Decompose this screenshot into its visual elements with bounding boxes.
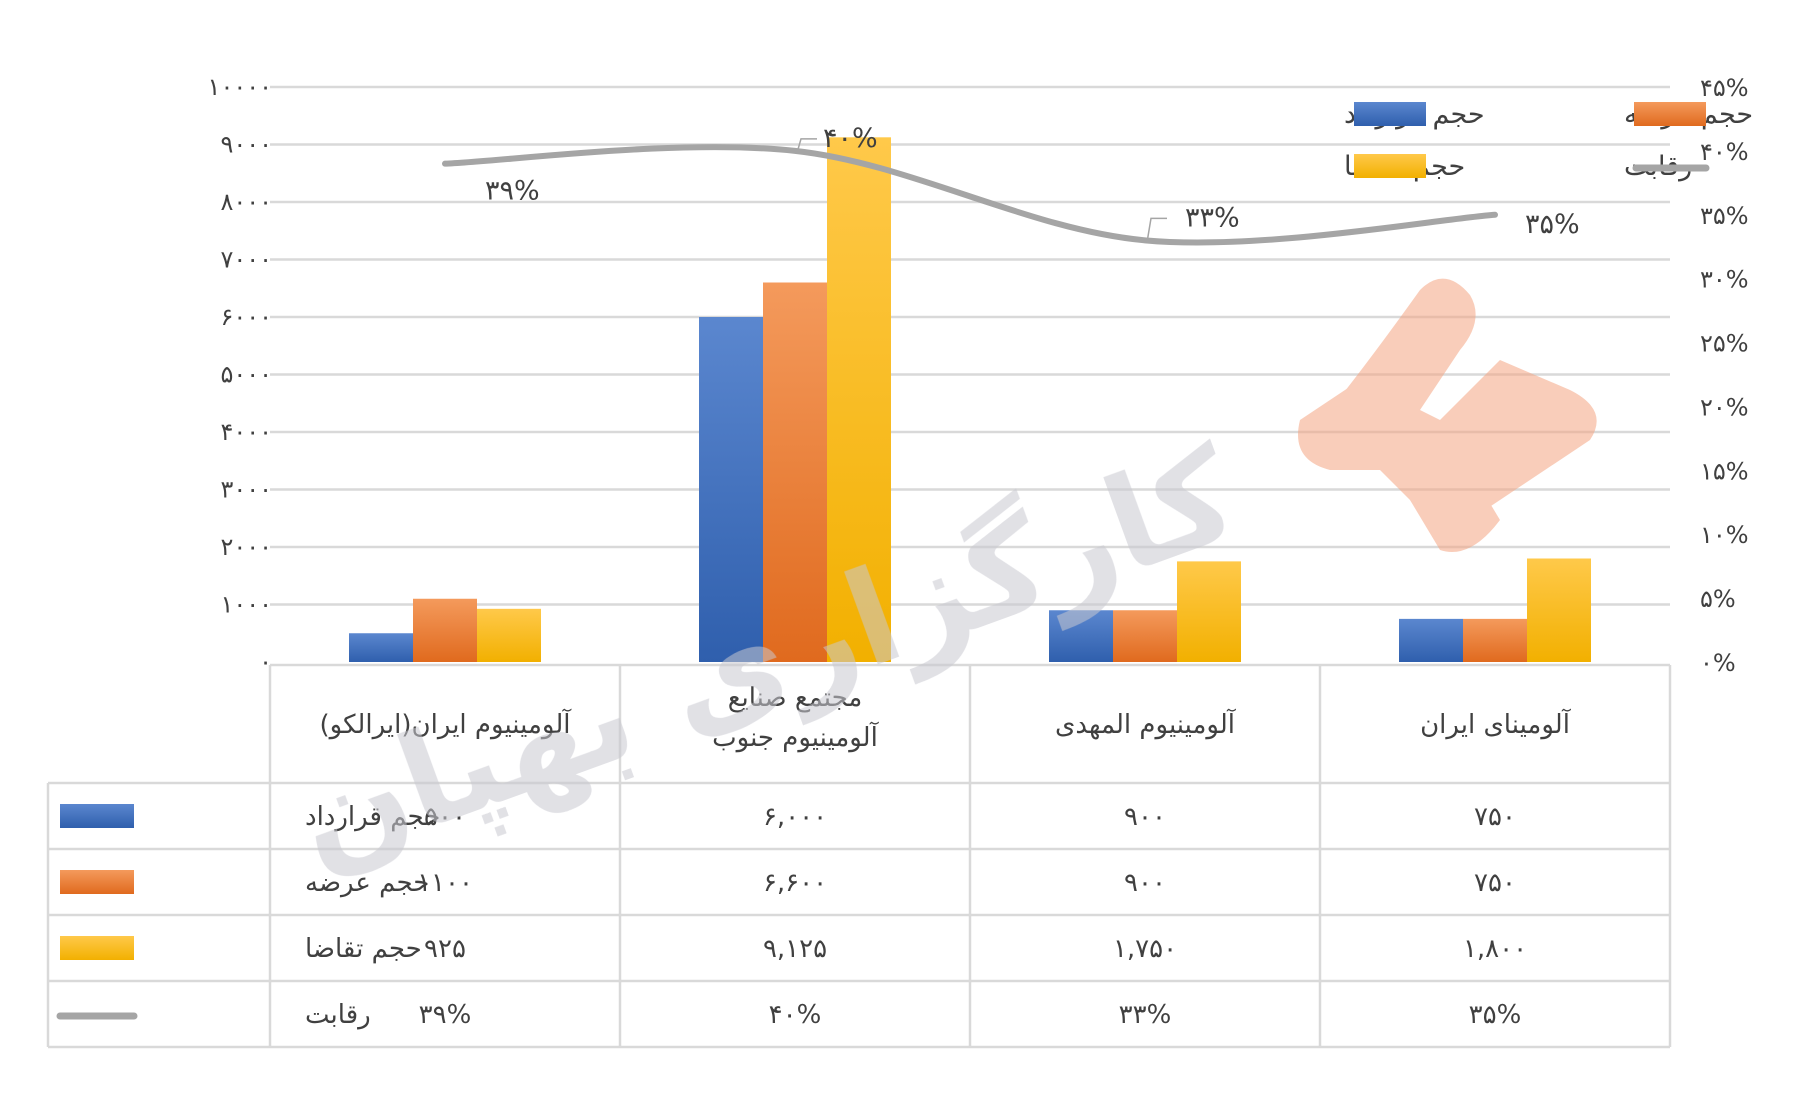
table-cell: ۵۰۰ [424,802,466,832]
bar [1399,618,1463,662]
bar [1527,558,1591,662]
y-right-tick-label: ۴۵% [1700,74,1749,102]
y-left-tick-label: ۴۰۰۰ [220,418,272,446]
bar [1049,610,1113,662]
gridlines [270,85,1670,606]
bar [1177,561,1241,662]
y-right-tick-label: ۳۰% [1700,266,1749,294]
watermark-logo-shape [1298,360,1597,525]
y-left-tick-label: ۳۰۰۰ [220,476,272,504]
table-cell: ۳۹% [419,1000,472,1030]
table-cell: ۹۲۵ [424,934,466,964]
table-legend-key [60,936,134,960]
bar [699,317,763,662]
point-label: ۴۰% [823,123,878,154]
point-label-leader [796,138,817,154]
y-right-tick-label: ۰% [1700,649,1736,677]
y-left-tick-label: ۶۰۰۰ [220,303,272,331]
legend-key [1354,102,1426,126]
y-left-tick-label: ۱۰۰۰۰ [208,73,272,101]
table-cell: ۱,۷۵۰ [1113,934,1177,964]
table-cell: ۴۰% [769,1000,822,1030]
point-label-leader [1146,217,1167,243]
axes: ۰۱۰۰۰۲۰۰۰۳۰۰۰۴۰۰۰۵۰۰۰۶۰۰۰۷۰۰۰۸۰۰۰۹۰۰۰۱۰۰… [208,73,1749,677]
table-cell: ۷۵۰ [1474,802,1516,832]
y-right-tick-label: ۲۰% [1700,393,1749,421]
bar [413,598,477,662]
category-label: آلومینیوم ایران(ایرالکو) [320,708,573,740]
table-cell: ۹۰۰ [1124,868,1166,898]
category-label: آلومینیوم المهدی [1055,708,1237,740]
table-cell: ۹۰۰ [1124,802,1166,832]
table-cell: ۶,۰۰۰ [763,802,827,832]
bar [1113,610,1177,662]
point-label: ۳۳% [1185,202,1240,233]
legend-key [1634,102,1706,126]
category-label: آلومینیوم جنوب [712,721,879,753]
y-left-tick-label: ۷۰۰۰ [220,246,272,274]
table-cell: ۹,۱۲۵ [763,934,827,964]
y-left-tick-label: ۵۰۰۰ [220,361,272,389]
point-label: ۳۹% [485,176,540,207]
bar [349,633,413,662]
y-right-tick-label: ۳۵% [1700,202,1749,230]
line-series-rivalry [442,144,1498,246]
watermark-logo-shape [1410,470,1500,552]
competition-line: ۳۹% ۴۰% ۳۳% ۳۵% [442,123,1580,246]
bar [1463,618,1527,662]
data-table: آلومینیوم ایران(ایرالکو) مجتمع صنایع آلومی… [46,663,1672,1049]
table-series-name: حجم عرضه [305,868,429,898]
bar [477,608,541,662]
category-label: آلومینای ایران [1420,708,1572,740]
legend: حجم قراردادحجم عرضهحجم تقاضارقابت [1344,99,1753,182]
table-cell: ۱۱۰۰ [417,868,473,898]
point-label: ۳۵% [1525,209,1580,240]
table-legend-key [60,870,134,894]
y-right-tick-label: ۱۵% [1700,457,1749,485]
table-series-name: حجم قرارداد [305,802,440,832]
y-right-tick-label: ۵% [1700,585,1736,613]
table-cell: ۶,۶۰۰ [763,868,827,898]
table-cell: ۷۵۰ [1474,868,1516,898]
table-cell: ۱,۸۰۰ [1463,934,1527,964]
legend-key [1354,154,1426,178]
category-label: مجتمع صنایع [728,683,863,713]
y-left-tick-label: ۱۰۰۰ [220,591,272,619]
y-right-tick-label: ۲۵% [1700,330,1749,358]
y-left-tick-label: ۹۰۰۰ [220,131,272,159]
watermark: کارگزاری بهپان [275,278,1597,899]
table-cell: ۳۳% [1119,1000,1172,1030]
table-series-name: حجم تقاضا [305,934,422,964]
y-left-tick-label: ۲۰۰۰ [220,533,272,561]
bar [827,137,891,662]
y-left-tick-label: ۸۰۰۰ [220,188,272,216]
y-right-tick-label: ۴۰% [1700,138,1749,166]
table-series-name: رقابت [305,1000,371,1030]
bars [349,137,1591,662]
table-cell: ۳۵% [1469,1000,1522,1030]
bar [763,282,827,662]
table-legend-key [60,804,134,828]
y-right-tick-label: ۱۰% [1700,521,1749,549]
